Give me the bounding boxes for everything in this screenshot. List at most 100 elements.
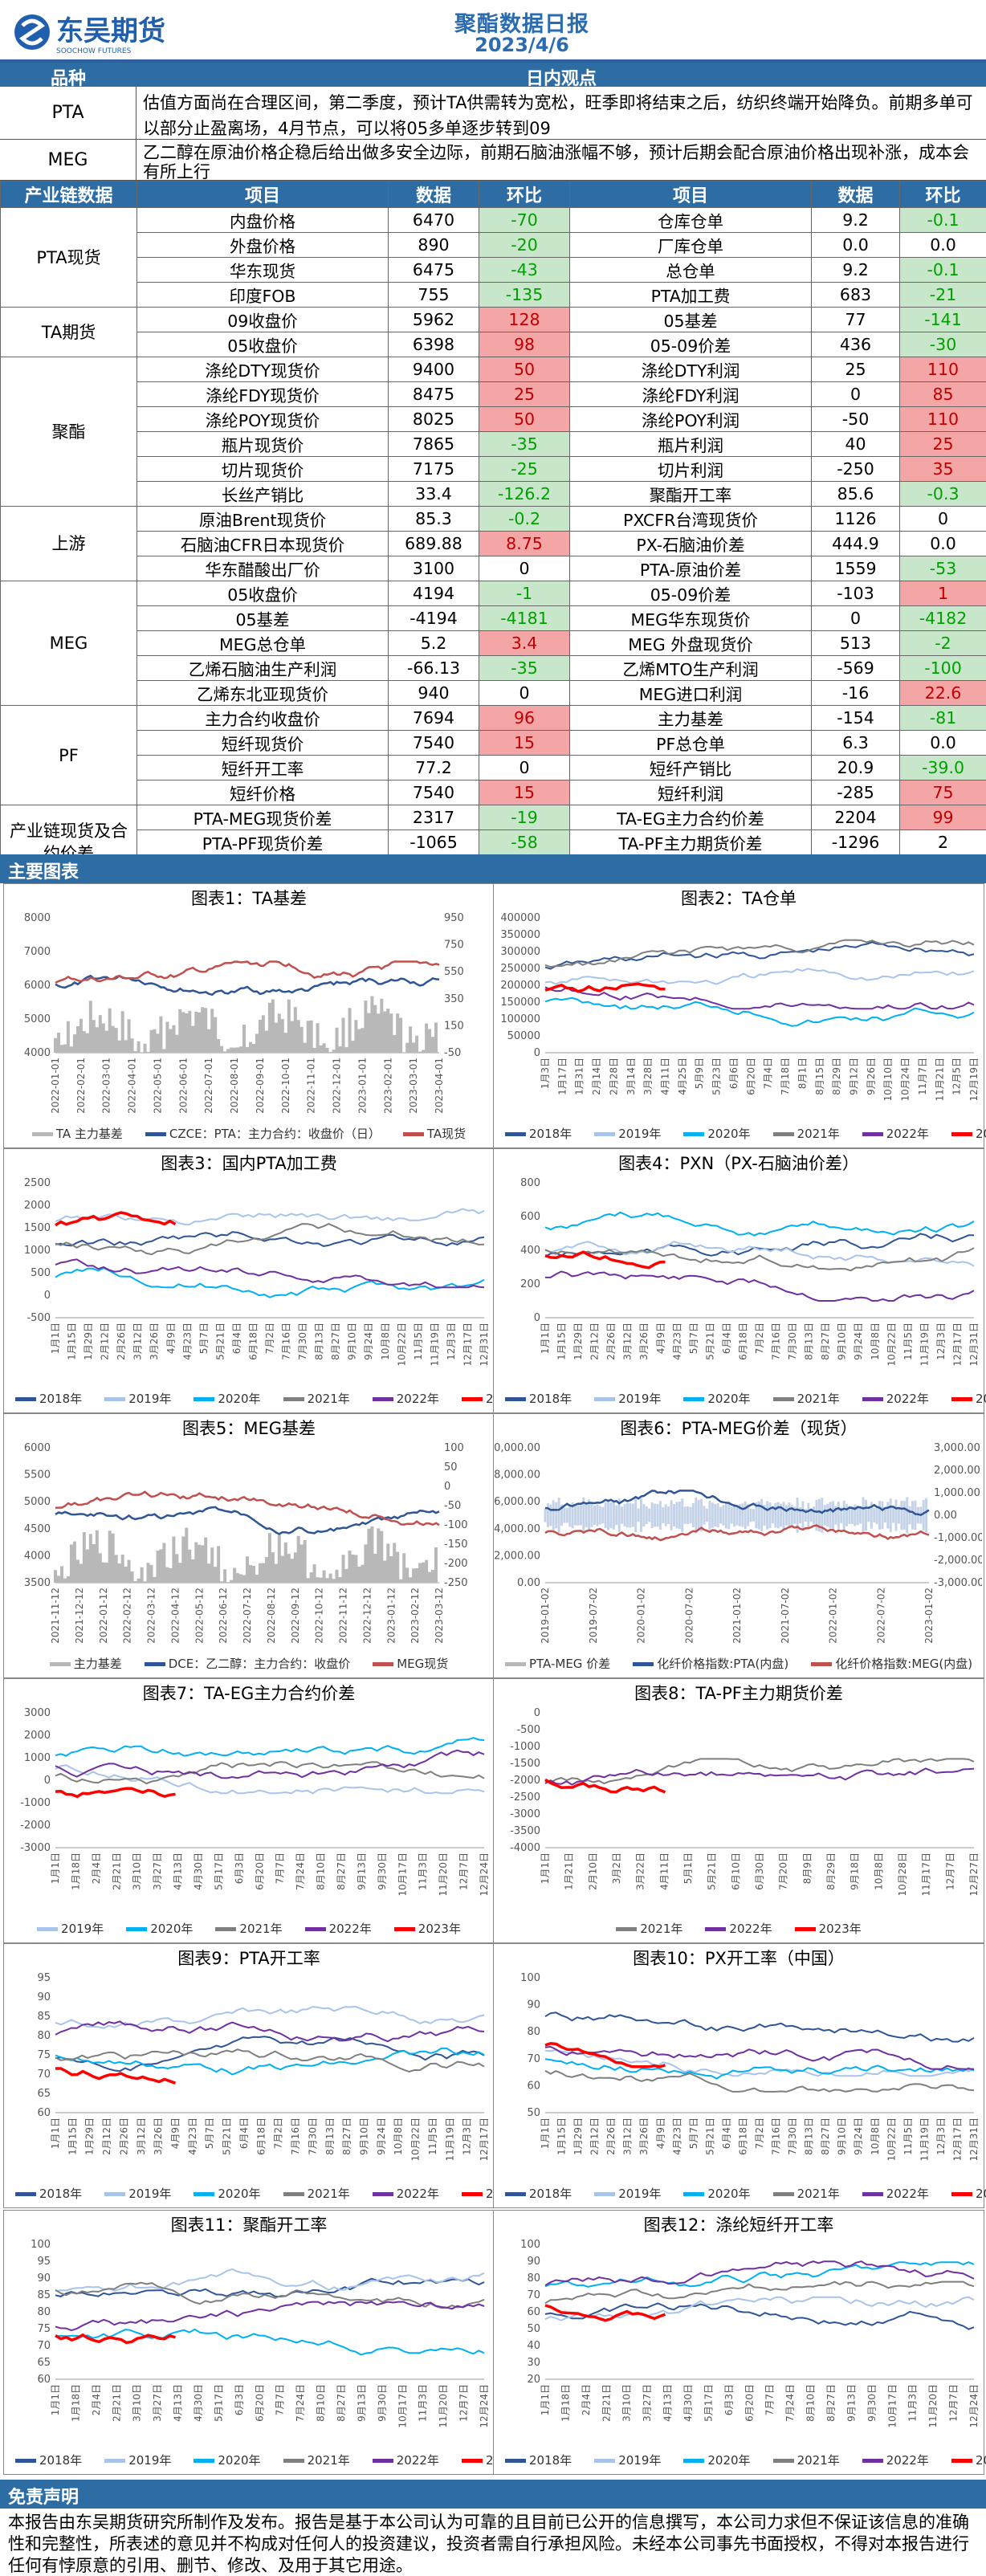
series-line xyxy=(55,1266,485,1298)
cell-item: 短纤价格 xyxy=(136,780,389,805)
legend-label: CZCE：PTA：主力合约：收盘价（日） xyxy=(169,1127,381,1141)
table-row: 涤纶FDY现货价 8475 25 涤纶FDY利润 0 85 xyxy=(1,381,986,407)
chart-legend: 2019年 2020年 2021年 2022年 2023年 xyxy=(4,1920,494,1937)
x-tick-label: 2022-10-12 xyxy=(314,1588,325,1644)
legend-swatch xyxy=(505,2459,526,2463)
legend-label: 2018年 xyxy=(529,1392,572,1406)
col-header: 产业链数据 xyxy=(0,181,137,208)
legend-swatch xyxy=(304,1927,326,1931)
x-tick-label: 4月9日 xyxy=(165,1323,177,1354)
y-tick-label: 800 xyxy=(520,1177,540,1189)
legend-item: 2020年 xyxy=(194,1392,261,1406)
y-tick-label: 3500 xyxy=(24,1577,51,1589)
cell-value: 2317 xyxy=(388,805,479,830)
x-tick-label: 1月1日 xyxy=(50,2117,61,2149)
y-tick-label: 75 xyxy=(37,2323,51,2335)
legend-label: 2020年 xyxy=(707,2187,751,2201)
legend-item: 2020年 xyxy=(194,2187,261,2201)
table-row: 乙烯石脑油生产利润 -66.13 -35 乙烯MTO生产利润 -569 -100 xyxy=(1,655,986,681)
cell-value: 755 xyxy=(388,282,479,308)
table-row: 华东现货 6475 -43 总仓单 9.2 -0.1 xyxy=(1,257,986,283)
y-tick-label: 4500 xyxy=(24,1523,51,1535)
y-tick-label: 5500 xyxy=(24,1469,51,1482)
cell-item: 涤纶DTY利润 xyxy=(569,357,812,382)
x-tick-label: 10月28日 xyxy=(897,1853,908,1897)
x-tick-label: 11月3日 xyxy=(418,1853,429,1890)
y-tick-label: 4,000.00 xyxy=(494,1523,540,1535)
x-tick-label: 6月3日 xyxy=(234,2384,245,2415)
x-tick-label: 1月21日 xyxy=(564,1853,575,1890)
x-tick-label: 9月30日 xyxy=(377,1853,388,1890)
legend-swatch xyxy=(283,1397,304,1401)
cell-item: 仓库仓单 xyxy=(569,207,812,233)
legend-item: 2020年 xyxy=(683,1392,751,1406)
y-tick-label: 400000 xyxy=(500,912,540,924)
x-tick-label: 9月26日 xyxy=(866,1058,877,1095)
series-line xyxy=(55,1761,485,1785)
y-tick-label: 50000 xyxy=(507,1030,540,1042)
legend-swatch xyxy=(215,1927,237,1931)
legend-label: 2022年 xyxy=(396,1392,439,1406)
series-line xyxy=(545,1270,975,1302)
chart-panel: 图表1：TA基差 8000 7000 6000 5000 4000 950 750 550 350… xyxy=(3,883,495,1148)
x-tick-label: 2022-10-01 xyxy=(280,1058,291,1114)
legend-item: 2018年 xyxy=(15,1392,82,1406)
disclaimer-text: 本报告由东吴期货研究所制作及发布。报告是基于本公司认为可靠的且目前已公开的信息撰… xyxy=(8,2513,969,2575)
cell-value: 0 xyxy=(811,381,900,407)
x-tick-label: 12月24日 xyxy=(968,2384,980,2428)
y-tick-label: 95 xyxy=(37,2256,51,2268)
y-tick-label: 65 xyxy=(37,2088,51,2100)
legend-item: 化纤价格指数:MEG(内盘) xyxy=(811,1657,972,1671)
cell-value: 513 xyxy=(811,630,900,656)
legend-swatch xyxy=(505,1662,526,1666)
legend-item: 2021年 xyxy=(772,2187,840,2201)
legend-label: 2018年 xyxy=(39,1392,83,1406)
cell-item: 乙烯东北亚现货价 xyxy=(136,680,389,706)
legend-item: 2020年 xyxy=(683,2453,751,2468)
chart-legend: PTA-MEG 价差 化纤价格指数:PTA(内盘) 化纤价格指数:MEG(内盘) xyxy=(494,1655,984,1672)
cell-item: 厂库仓单 xyxy=(569,232,812,258)
legend-item: 2019年 xyxy=(104,2187,171,2201)
x-tick-label: 12月3日 xyxy=(446,1323,457,1360)
cell-change: -0.2 xyxy=(479,506,570,532)
legend-item: 2021年 xyxy=(215,1922,283,1936)
legend-item: 2023年 xyxy=(951,1127,986,1141)
group-label: MEG xyxy=(0,581,137,706)
x-tick-label: 11月3日 xyxy=(418,2384,429,2422)
y-tick-label: -2000 xyxy=(20,1820,51,1832)
chart-title: 图表10：PX开工率（中国） xyxy=(633,1949,845,1968)
x-tick-label: 2月12日 xyxy=(101,2117,112,2155)
legend-swatch xyxy=(505,1132,526,1136)
cell-value: 1126 xyxy=(811,506,900,532)
legend-item: TA 主力基差 xyxy=(31,1127,123,1141)
y2-tick-label: -50 xyxy=(444,1047,461,1059)
cell-item: 短纤产销比 xyxy=(569,755,812,781)
disclaimer-header: 免责声明 xyxy=(0,2480,986,2509)
x-tick-label: 4月23日 xyxy=(187,2117,198,2155)
chart-panel: 图表8：TA-PF主力期货价差 0 -500 -1000 -1500 -2000 -2500… xyxy=(493,1678,984,1943)
y2-tick-label: 350 xyxy=(444,993,464,1005)
chart-title: 图表11：聚酯开工率 xyxy=(170,2215,328,2235)
y2-tick-label: 750 xyxy=(444,940,464,952)
legend-item: 2020年 xyxy=(683,1127,751,1141)
y-tick-label: 70 xyxy=(37,2069,51,2081)
legend-swatch xyxy=(372,1397,393,1401)
legend-label: 2018年 xyxy=(529,1127,572,1141)
y-tick-label: 40 xyxy=(527,2340,540,2352)
cell-change: -0.1 xyxy=(899,257,986,283)
x-tick-label: 2022-03-12 xyxy=(146,1588,157,1644)
x-tick-label: 11月19日 xyxy=(444,2117,455,2162)
x-tick-label: 3月26日 xyxy=(153,2117,164,2155)
series-line xyxy=(544,986,975,1010)
legend-item: 2021年 xyxy=(283,2453,350,2468)
legend-item: 2022年 xyxy=(862,1392,929,1406)
x-tick-label: 2022-01-01 xyxy=(50,1058,61,1114)
cell-value: -1296 xyxy=(811,829,900,855)
cell-item: 切片利润 xyxy=(569,456,812,482)
series-line xyxy=(55,1737,485,1757)
legend-swatch xyxy=(951,1397,972,1401)
x-tick-label: 3月12日 xyxy=(622,1323,634,1360)
legend-swatch xyxy=(126,1927,148,1931)
x-tick-label: 7月24日 xyxy=(295,1853,306,1890)
y-tick-label: -1000 xyxy=(20,1797,51,1809)
